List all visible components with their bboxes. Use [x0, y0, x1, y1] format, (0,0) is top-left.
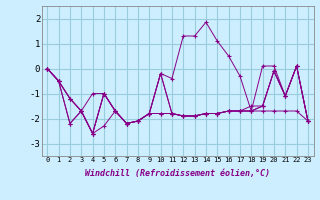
X-axis label: Windchill (Refroidissement éolien,°C): Windchill (Refroidissement éolien,°C) [85, 169, 270, 178]
